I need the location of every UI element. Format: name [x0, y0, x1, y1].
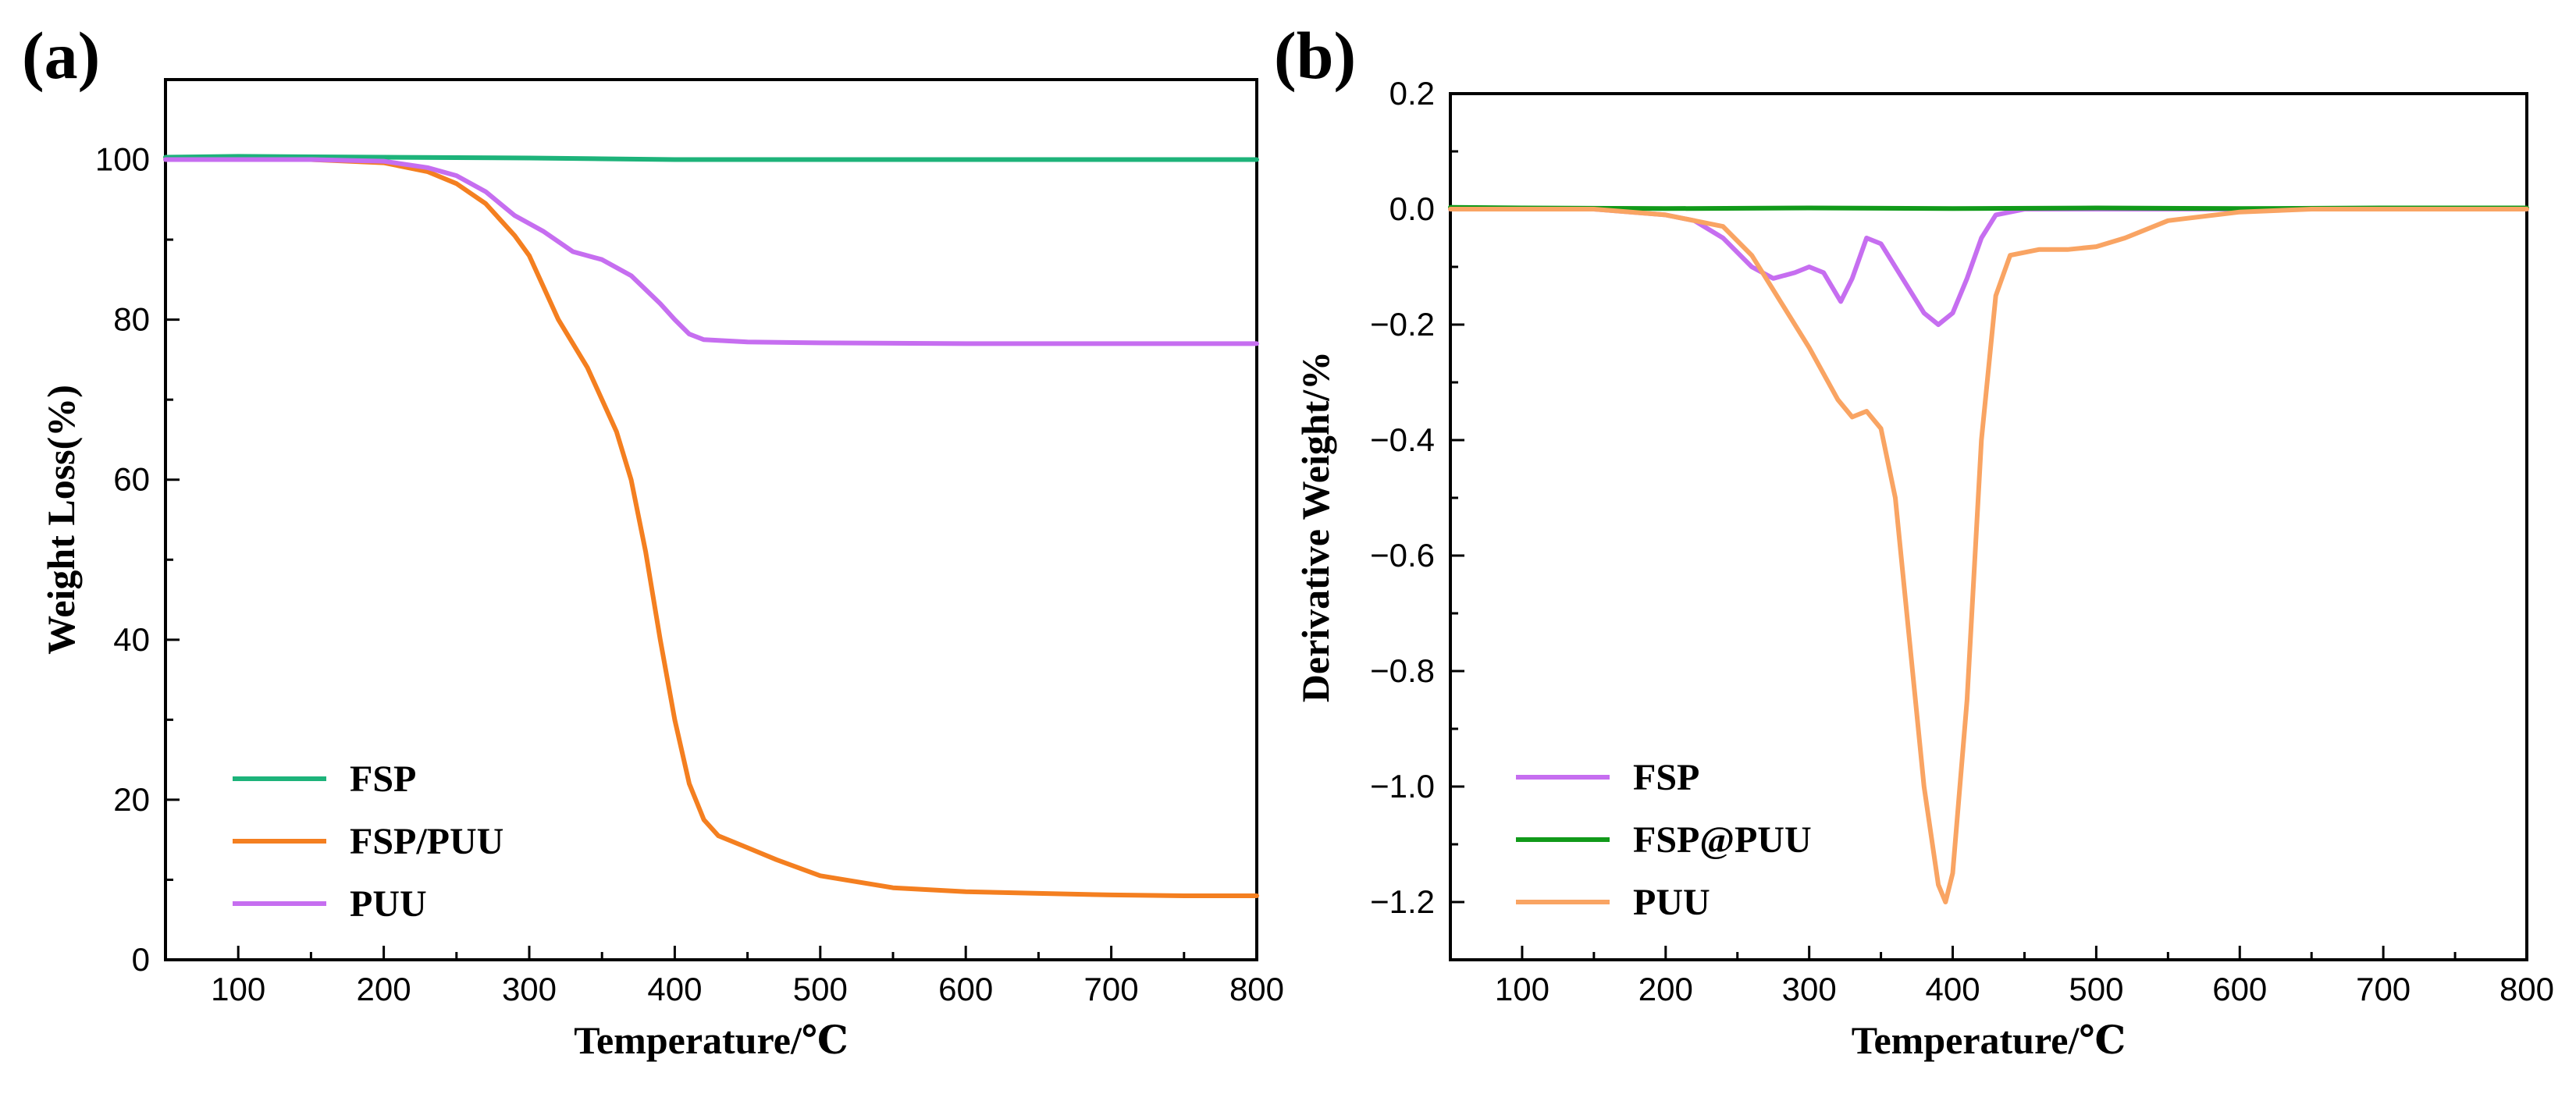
panel-a-series-fsp-line	[163, 154, 1259, 162]
panel-b-legend-label: FSP@PUU	[1633, 819, 1812, 861]
panel-b-x-tick-label: 500	[2069, 971, 2123, 1007]
panel-b-series-puu-line	[1448, 207, 2529, 904]
panel-a-x-tick-label: 500	[793, 971, 848, 1007]
panel-a-legend-label: PUU	[350, 883, 427, 925]
panel-b-x-tick-label: 400	[1925, 971, 1980, 1007]
panel-b-x-tick-label: 600	[2212, 971, 2267, 1007]
panel-a-y-tick-label: 20	[113, 781, 150, 818]
panel-b-series-fsp-line	[1448, 207, 2529, 327]
panel-a-label: (a)	[22, 18, 100, 93]
panel-b-plot-frame	[1449, 92, 2528, 961]
panel-a-y-tick-label: 0	[132, 941, 150, 978]
panel-a-legend-label: FSP/PUU	[350, 821, 503, 862]
panel-b-y-tick-label: 0.2	[1389, 75, 1435, 112]
panel-b-y-tick-label: −0.8	[1370, 652, 1435, 689]
panel-a-x-tick-label: 100	[211, 971, 265, 1007]
panel-b-label: (b)	[1274, 18, 1356, 93]
panel-b-y-axis-title: Derivative Weight/%	[1293, 351, 1337, 702]
panel-a-x-tick-label: 400	[647, 971, 702, 1007]
panel-a-y-tick-label: 60	[113, 461, 150, 498]
panel-a-y-axis-title: Weight Loss(%)	[39, 385, 83, 655]
panel-b-x-tick-label: 300	[1782, 971, 1837, 1007]
panel-b-y-tick-label: −0.6	[1370, 537, 1435, 574]
panel-b-x-tick-label: 700	[2356, 971, 2411, 1007]
panel-a-y-tick-label: 100	[95, 141, 150, 178]
panel-a-x-axis-title: Temperature/℃	[574, 1018, 849, 1062]
panel-a-y-tick-label: 80	[113, 301, 150, 338]
panel-a-x-tick-label: 700	[1084, 971, 1139, 1007]
panel-b-y-tick-label: 0.0	[1389, 190, 1435, 227]
panel-a-x-tick-label: 300	[502, 971, 557, 1007]
panel-a-x-tick-label: 600	[938, 971, 993, 1007]
panel-b-legend-label: FSP	[1633, 757, 1699, 798]
panel-b-y-tick-label: −1.2	[1370, 883, 1435, 920]
panel-b-x-tick-label: 800	[2500, 971, 2554, 1007]
panel-a-plot-frame	[164, 78, 1258, 961]
panel-b-y-tick-label: −0.2	[1370, 306, 1435, 343]
panel-a-x-tick-label: 800	[1229, 971, 1284, 1007]
panel-a-x-tick-label: 200	[357, 971, 411, 1007]
panel-b-y-tick-label: −1.0	[1370, 768, 1435, 805]
panel-b-x-tick-label: 100	[1495, 971, 1550, 1007]
panel-a-y-tick-label: 40	[113, 621, 150, 658]
panel-a-legend-label: FSP	[350, 758, 416, 800]
panel-b-y-tick-label: −0.4	[1370, 421, 1435, 458]
panel-a-series-puu-line	[163, 157, 1259, 346]
panel-b-legend-label: PUU	[1633, 882, 1710, 923]
panel-b-x-axis-title: Temperature/℃	[1852, 1018, 2126, 1062]
panel-b-x-tick-label: 200	[1638, 971, 1693, 1007]
panel-a-series-fsp-puu-line	[163, 157, 1259, 898]
